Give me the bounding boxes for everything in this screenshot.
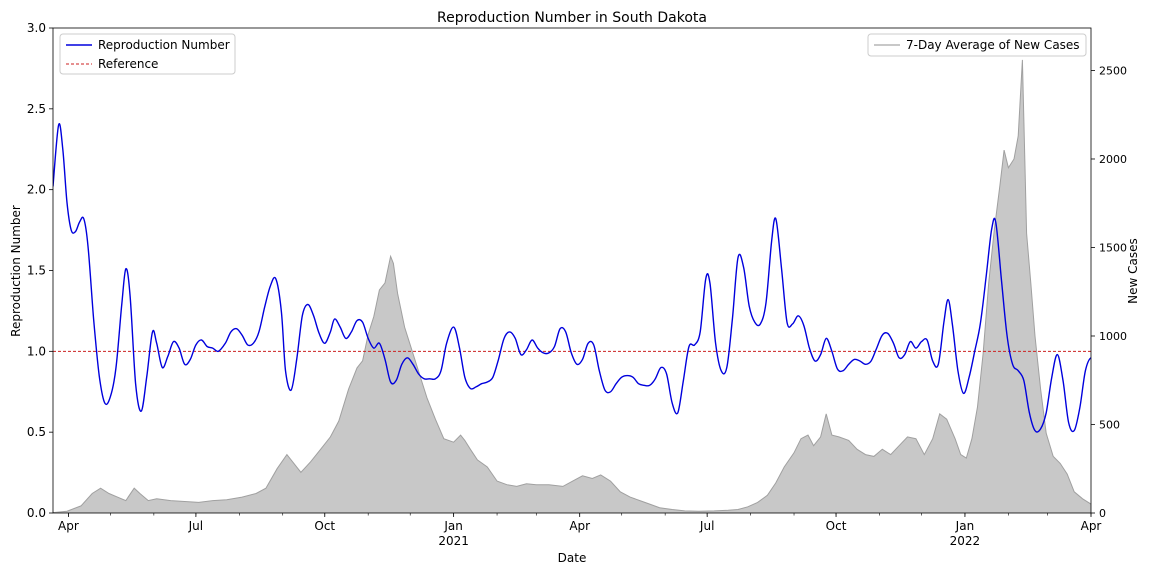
legend-label-reference: Reference [98, 57, 158, 71]
x-tick-label: Jan [955, 519, 975, 533]
y-left-tick-label: 0.5 [27, 425, 46, 439]
y-left-tick-label: 2.0 [27, 183, 46, 197]
plot-area: 0.0 0.5 1.0 1.5 2.0 2.5 3.0 0 500 1000 1500 2000 250… [27, 21, 1127, 548]
x-tick-label: Oct [826, 519, 847, 533]
y-left-tick-label: 1.0 [27, 344, 46, 358]
y-right-tick-label: 0 [1099, 507, 1106, 520]
y-left-tick-label: 3.0 [27, 21, 46, 35]
chart-title: Reproduction Number in South Dakota [437, 10, 707, 26]
y-right-tick-label: 1500 [1099, 241, 1127, 254]
x-tick-label: Oct [314, 519, 335, 533]
rt-line [53, 123, 1091, 433]
y-axis-right-title: New Cases [1126, 238, 1140, 304]
y-right-tick-label: 2500 [1099, 64, 1127, 77]
x-tick-label: Jan [443, 519, 463, 533]
x-tick-year-label: 2022 [950, 534, 981, 548]
legend-label-cases: 7-Day Average of New Cases [906, 38, 1080, 52]
x-tick-label: Jul [188, 519, 203, 533]
x-tick-year-label: 2021 [438, 534, 469, 548]
y-left-tick-label: 2.5 [27, 102, 46, 116]
y-right-tick-label: 1000 [1099, 330, 1127, 343]
x-axis-title: Date [558, 551, 587, 565]
y-right-tick-label: 2000 [1099, 153, 1127, 166]
x-tick-label: Apr [1081, 519, 1102, 533]
x-tick-label: Apr [58, 519, 79, 533]
legend-right: 7-Day Average of New Cases [867, 33, 1087, 57]
x-tick-label: Apr [569, 519, 590, 533]
cases-outline [53, 59, 1091, 513]
y-axis-left-title: Reproduction Number [9, 205, 23, 337]
x-tick-label: Jul [699, 519, 714, 533]
cases-area [53, 59, 1091, 513]
legend-label-rt: Reproduction Number [98, 38, 230, 52]
plot-clip-group [53, 59, 1091, 513]
y-left-tick-label: 1.5 [27, 264, 46, 278]
legend-left: Reproduction Number Reference [59, 33, 236, 75]
y-left-tick-label: 0.0 [27, 506, 46, 520]
y-right-tick-label: 500 [1099, 418, 1120, 431]
